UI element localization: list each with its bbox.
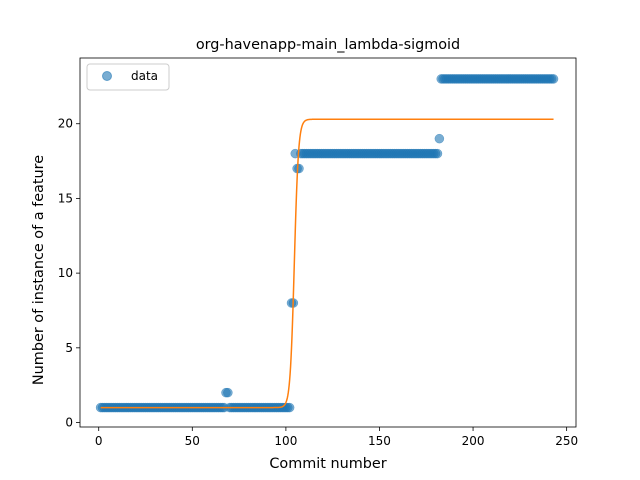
y-tick-label: 5 — [65, 341, 73, 355]
x-axis-label: Commit number — [269, 456, 386, 472]
x-tick-label: 50 — [185, 434, 200, 448]
chart-title: org-havenapp-main_lambda-sigmoid — [196, 37, 460, 53]
x-axis-ticks: 0 50 100 150 200 250 — [95, 427, 578, 448]
plot-area — [95, 74, 559, 413]
axes-frame — [79, 57, 577, 428]
y-axis-label: Number of instance of a feature — [31, 155, 47, 385]
legend-marker-data — [102, 71, 112, 81]
legend-box — [86, 63, 170, 91]
y-tick-label: 20 — [58, 117, 73, 131]
data-point — [434, 133, 445, 144]
x-tick-label: 100 — [274, 434, 297, 448]
data-point — [548, 74, 559, 84]
y-tick-label: 15 — [58, 191, 73, 205]
x-tick-label: 250 — [555, 434, 578, 448]
data-point — [284, 402, 295, 413]
data-point — [294, 163, 304, 174]
y-tick-label: 10 — [58, 266, 73, 280]
y-axis-ticks: 0 5 10 15 20 — [58, 117, 80, 430]
legend-label-data: data — [131, 69, 158, 83]
legend: data — [86, 63, 170, 91]
y-tick-label: 0 — [65, 416, 73, 430]
sigmoid-fit-line — [100, 118, 554, 409]
x-tick-label: 200 — [462, 434, 485, 448]
x-tick-label: 150 — [368, 434, 391, 448]
x-tick-label: 0 — [95, 434, 103, 448]
data-point — [432, 148, 443, 159]
data-point — [223, 387, 233, 398]
